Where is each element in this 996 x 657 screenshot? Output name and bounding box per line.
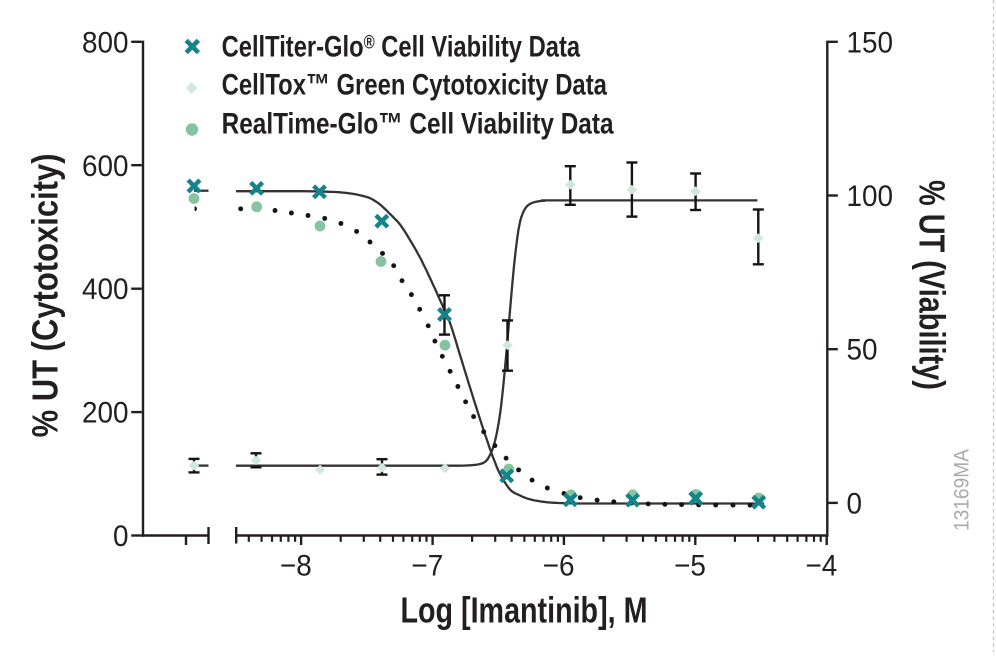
svg-text:−7: −7 (411, 550, 443, 583)
svg-text:13169MA: 13169MA (951, 449, 974, 531)
svg-text:−5: −5 (674, 550, 706, 583)
svg-text:150: 150 (847, 26, 894, 59)
svg-text:0: 0 (847, 488, 863, 521)
svg-text:% UT (Cytotoxicity): % UT (Cytotoxicity) (26, 153, 66, 437)
svg-text:CellTiter-Glo® Cell Viability: CellTiter-Glo® Cell Viability Data (222, 30, 581, 63)
svg-text:50: 50 (847, 334, 878, 367)
svg-text:200: 200 (82, 397, 129, 430)
svg-text:% UT (Viability): % UT (Viability) (912, 180, 953, 390)
svg-text:Log [Imantinib], M: Log [Imantinib], M (401, 590, 648, 630)
svg-text:−6: −6 (543, 550, 575, 583)
svg-text:100: 100 (847, 180, 894, 213)
svg-text:RealTime-Glo™ Cell Viability D: RealTime-Glo™ Cell Viability Data (222, 106, 615, 140)
svg-text:600: 600 (82, 150, 129, 183)
svg-text:0: 0 (113, 520, 129, 553)
svg-text:CellTox™ Green Cytotoxicity Da: CellTox™ Green Cytotoxicity Data (222, 67, 608, 101)
svg-text:−4: −4 (806, 550, 838, 583)
svg-text:800: 800 (82, 26, 129, 59)
svg-text:−8: −8 (280, 550, 312, 583)
svg-text:400: 400 (82, 273, 129, 306)
